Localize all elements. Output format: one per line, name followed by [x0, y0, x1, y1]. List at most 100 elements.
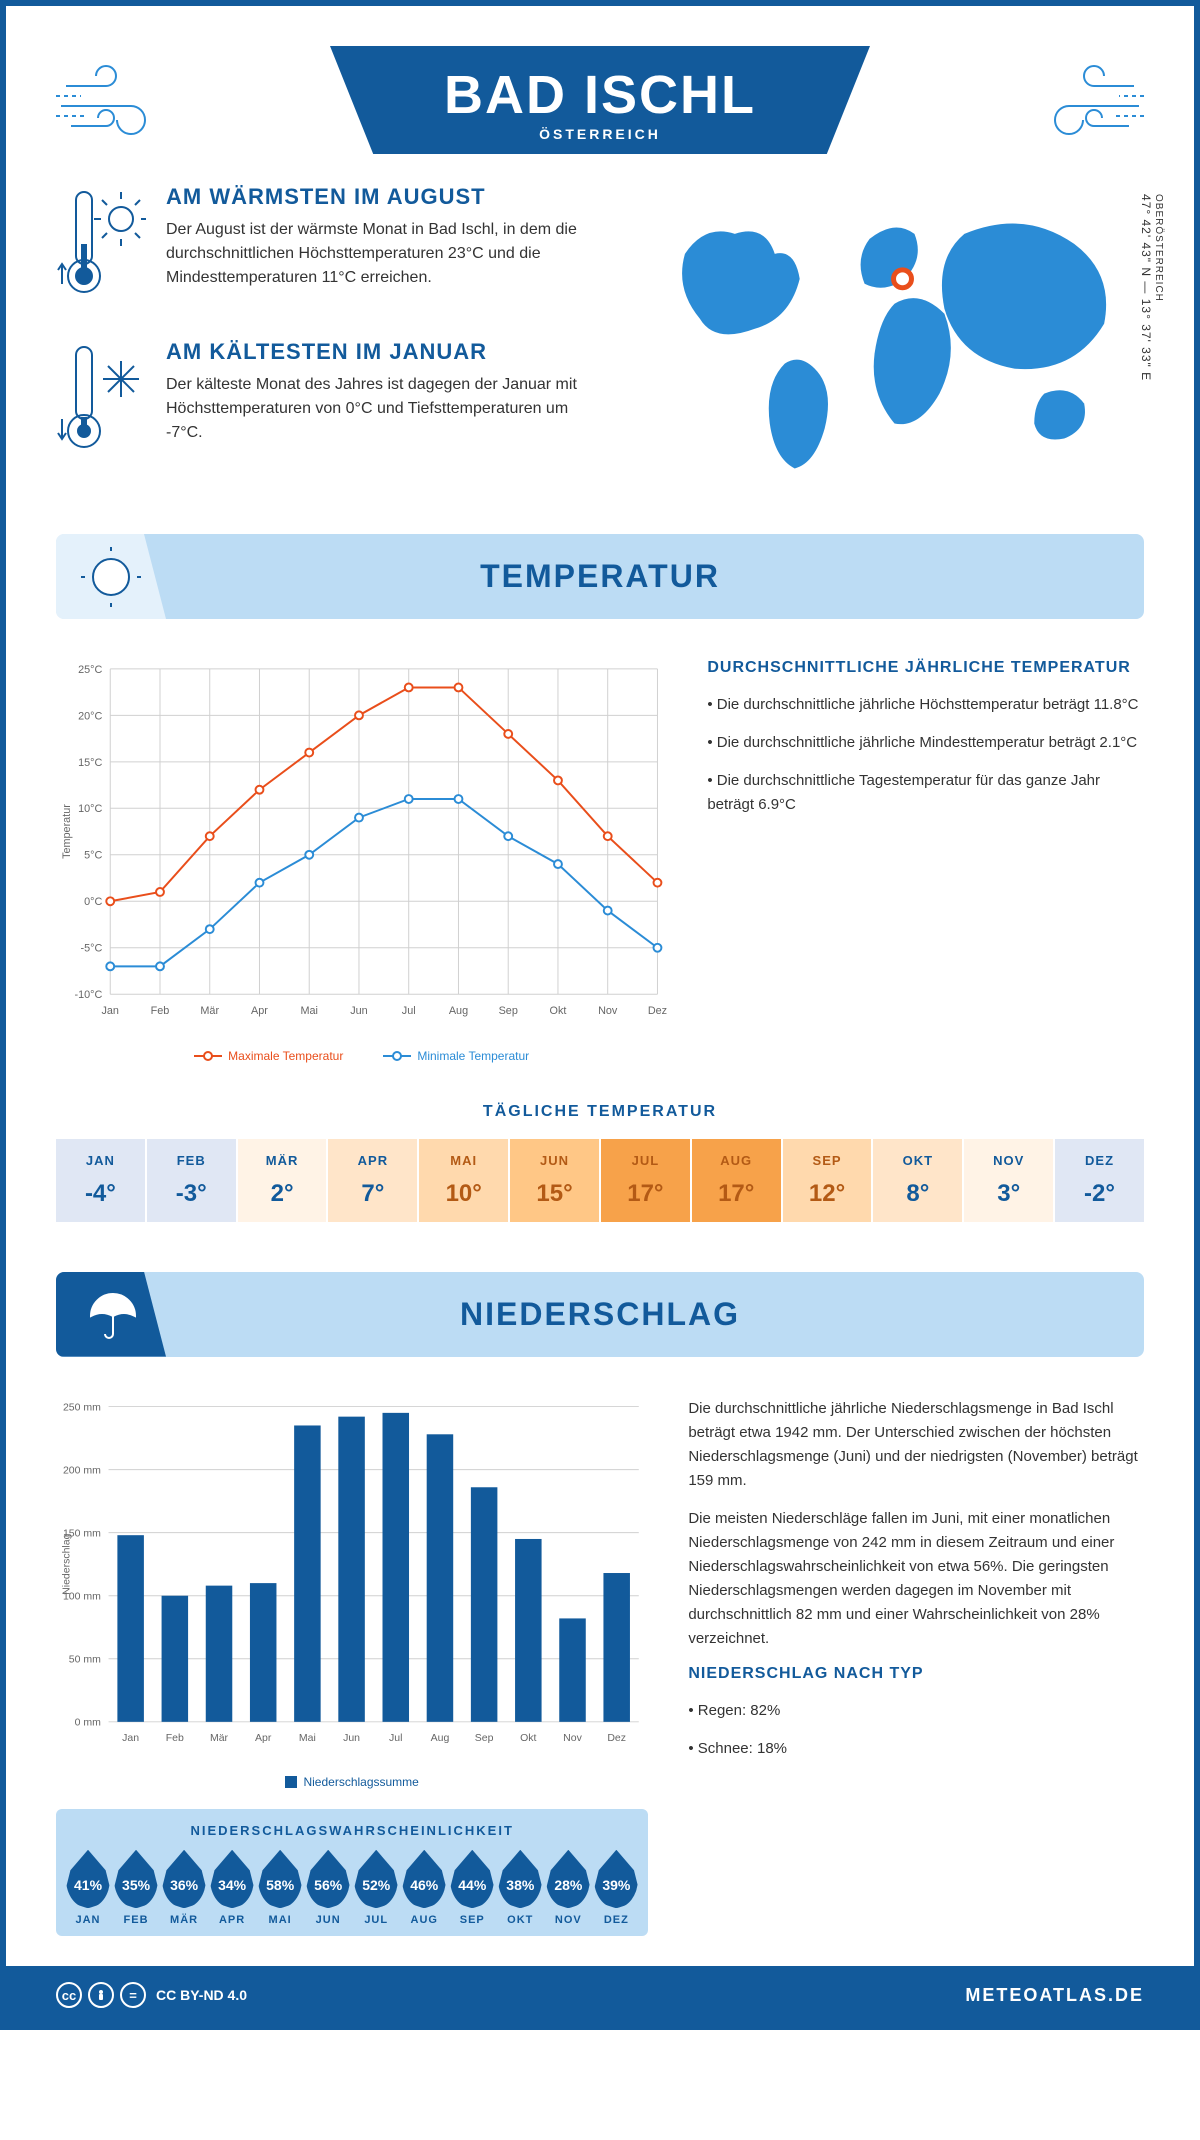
page-title: BAD ISCHL — [420, 64, 780, 126]
license-text: CC BY-ND 4.0 — [156, 1987, 247, 2003]
thermometer-cold-icon — [56, 339, 146, 464]
svg-text:5°C: 5°C — [84, 850, 102, 862]
umbrella-icon — [56, 1272, 166, 1357]
svg-text:Mai: Mai — [299, 1732, 316, 1744]
svg-text:Nov: Nov — [598, 1005, 618, 1017]
svg-text:Aug: Aug — [449, 1005, 468, 1017]
precip-probability-box: NIEDERSCHLAGSWAHRSCHEINLICHKEIT 41%JAN35… — [56, 1809, 648, 1937]
daily-temp-cell: MÄR2° — [238, 1139, 327, 1222]
svg-text:Okt: Okt — [550, 1005, 567, 1017]
svg-text:Okt: Okt — [520, 1732, 536, 1744]
svg-text:Dez: Dez — [607, 1732, 626, 1744]
svg-text:Sep: Sep — [475, 1732, 494, 1744]
precip-prob-drop: 41%JAN — [66, 1850, 110, 1927]
svg-text:Dez: Dez — [648, 1005, 667, 1017]
by-icon — [88, 1982, 114, 2008]
daily-temp-cell: NOV3° — [964, 1139, 1053, 1222]
precip-prob-drop: 52%JUL — [354, 1850, 398, 1927]
page: BAD ISCHL ÖSTERREICH AM WÄRMSTEN IM AUGU… — [0, 0, 1200, 2030]
temp-line-chart: -10°C-5°C0°C5°C10°C15°C20°C25°CJanFebMär… — [56, 659, 667, 1063]
svg-text:-5°C: -5°C — [81, 943, 103, 955]
svg-text:Jun: Jun — [350, 1005, 367, 1017]
svg-text:Niederschlag: Niederschlag — [60, 1533, 72, 1594]
coordinates: OBERÖSTERREICH 47° 42' 43" N — 13° 37' 3… — [1139, 194, 1164, 381]
precip-prob-drop: 35%FEB — [114, 1850, 158, 1927]
precip-prob-drop: 38%OKT — [498, 1850, 542, 1927]
svg-text:10°C: 10°C — [78, 803, 102, 815]
svg-text:-10°C: -10°C — [75, 989, 103, 1001]
coldest-text: Der kälteste Monat des Jahres ist dagege… — [166, 373, 605, 445]
precip-prob-drop: 39%DEZ — [594, 1850, 638, 1927]
coldest-block: AM KÄLTESTEN IM JANUAR Der kälteste Mona… — [56, 339, 605, 464]
daily-temp-cell: SEP12° — [783, 1139, 872, 1222]
svg-text:Jan: Jan — [122, 1732, 139, 1744]
temp-legend: Maximale Temperatur Minimale Temperatur — [56, 1049, 667, 1063]
precip-prob-drop: 46%AUG — [402, 1850, 446, 1927]
daily-temp-cell: AUG17° — [692, 1139, 781, 1222]
daily-temp-cell: OKT8° — [873, 1139, 962, 1222]
title-banner: BAD ISCHL ÖSTERREICH — [330, 46, 870, 154]
info-row: AM WÄRMSTEN IM AUGUST Der August ist der… — [56, 184, 1144, 494]
daily-temp-cell: JAN-4° — [56, 1139, 145, 1222]
temp-side-text: DURCHSCHNITTLICHE JÄHRLICHE TEMPERATUR •… — [707, 659, 1144, 1063]
footer: cc = CC BY-ND 4.0 METEOATLAS.DE — [6, 1966, 1194, 2024]
svg-text:250 mm: 250 mm — [63, 1401, 101, 1413]
svg-text:Jul: Jul — [389, 1732, 402, 1744]
svg-text:20°C: 20°C — [78, 710, 102, 722]
warmest-text: Der August ist der wärmste Monat in Bad … — [166, 218, 605, 290]
precip-prob-drop: 28%NOV — [546, 1850, 590, 1927]
header: BAD ISCHL ÖSTERREICH — [56, 46, 1144, 154]
coldest-title: AM KÄLTESTEN IM JANUAR — [166, 339, 605, 365]
precip-legend: Niederschlagssumme — [56, 1775, 648, 1789]
nd-icon: = — [120, 1982, 146, 2008]
svg-text:0 mm: 0 mm — [75, 1716, 102, 1728]
temp-header-title: TEMPERATUR — [56, 558, 1144, 595]
temp-section-header: TEMPERATUR — [56, 534, 1144, 619]
precip-prob-drop: 58%MAI — [258, 1850, 302, 1927]
cc-icon: cc — [56, 1982, 82, 2008]
site-name: METEOATLAS.DE — [965, 1985, 1144, 2006]
svg-text:Nov: Nov — [563, 1732, 582, 1744]
svg-text:0°C: 0°C — [84, 896, 102, 908]
daily-temp-cell: JUL17° — [601, 1139, 690, 1222]
warmest-title: AM WÄRMSTEN IM AUGUST — [166, 184, 605, 210]
svg-text:Feb: Feb — [151, 1005, 170, 1017]
svg-text:Sep: Sep — [499, 1005, 518, 1017]
thermometer-hot-icon — [56, 184, 146, 309]
daily-temp-cell: FEB-3° — [147, 1139, 236, 1222]
daily-temp-strip: JAN-4°FEB-3°MÄR2°APR7°MAI10°JUN15°JUL17°… — [56, 1139, 1144, 1222]
svg-text:200 mm: 200 mm — [63, 1464, 101, 1476]
daily-temp-cell: DEZ-2° — [1055, 1139, 1144, 1222]
precip-prob-drop: 34%APR — [210, 1850, 254, 1927]
svg-text:Jan: Jan — [102, 1005, 119, 1017]
svg-text:Jul: Jul — [402, 1005, 416, 1017]
daily-temp-cell: MAI10° — [419, 1139, 508, 1222]
cc-icons: cc = — [56, 1982, 146, 2008]
daily-temp-cell: JUN15° — [510, 1139, 599, 1222]
svg-text:Feb: Feb — [166, 1732, 184, 1744]
precip-bar-chart: 0 mm50 mm100 mm150 mm200 mm250 mmJanFebM… — [56, 1397, 648, 1789]
daily-temp-title: TÄGLICHE TEMPERATUR — [56, 1103, 1144, 1121]
world-map: OBERÖSTERREICH 47° 42' 43" N — 13° 37' 3… — [645, 184, 1144, 494]
sun-icon — [56, 534, 166, 619]
precip-header-title: NIEDERSCHLAG — [56, 1296, 1144, 1333]
svg-text:Mai: Mai — [301, 1005, 318, 1017]
precip-prob-drop: 44%SEP — [450, 1850, 494, 1927]
svg-text:50 mm: 50 mm — [69, 1653, 101, 1665]
svg-text:Aug: Aug — [431, 1732, 450, 1744]
svg-text:Jun: Jun — [343, 1732, 360, 1744]
page-subtitle: ÖSTERREICH — [420, 126, 780, 142]
daily-temp-cell: APR7° — [328, 1139, 417, 1222]
svg-text:Mär: Mär — [210, 1732, 229, 1744]
svg-text:Apr: Apr — [255, 1732, 272, 1744]
warmest-block: AM WÄRMSTEN IM AUGUST Der August ist der… — [56, 184, 605, 309]
precip-side-text: Die durchschnittliche jährliche Niedersc… — [688, 1397, 1144, 1775]
wind-icon-right — [1014, 56, 1144, 161]
svg-text:15°C: 15°C — [78, 757, 102, 769]
svg-text:Apr: Apr — [251, 1005, 268, 1017]
wind-icon-left — [56, 56, 186, 161]
svg-text:25°C: 25°C — [78, 664, 102, 676]
svg-text:Temperatur: Temperatur — [61, 804, 73, 859]
precip-section-header: NIEDERSCHLAG — [56, 1272, 1144, 1357]
precip-prob-drop: 56%JUN — [306, 1850, 350, 1927]
